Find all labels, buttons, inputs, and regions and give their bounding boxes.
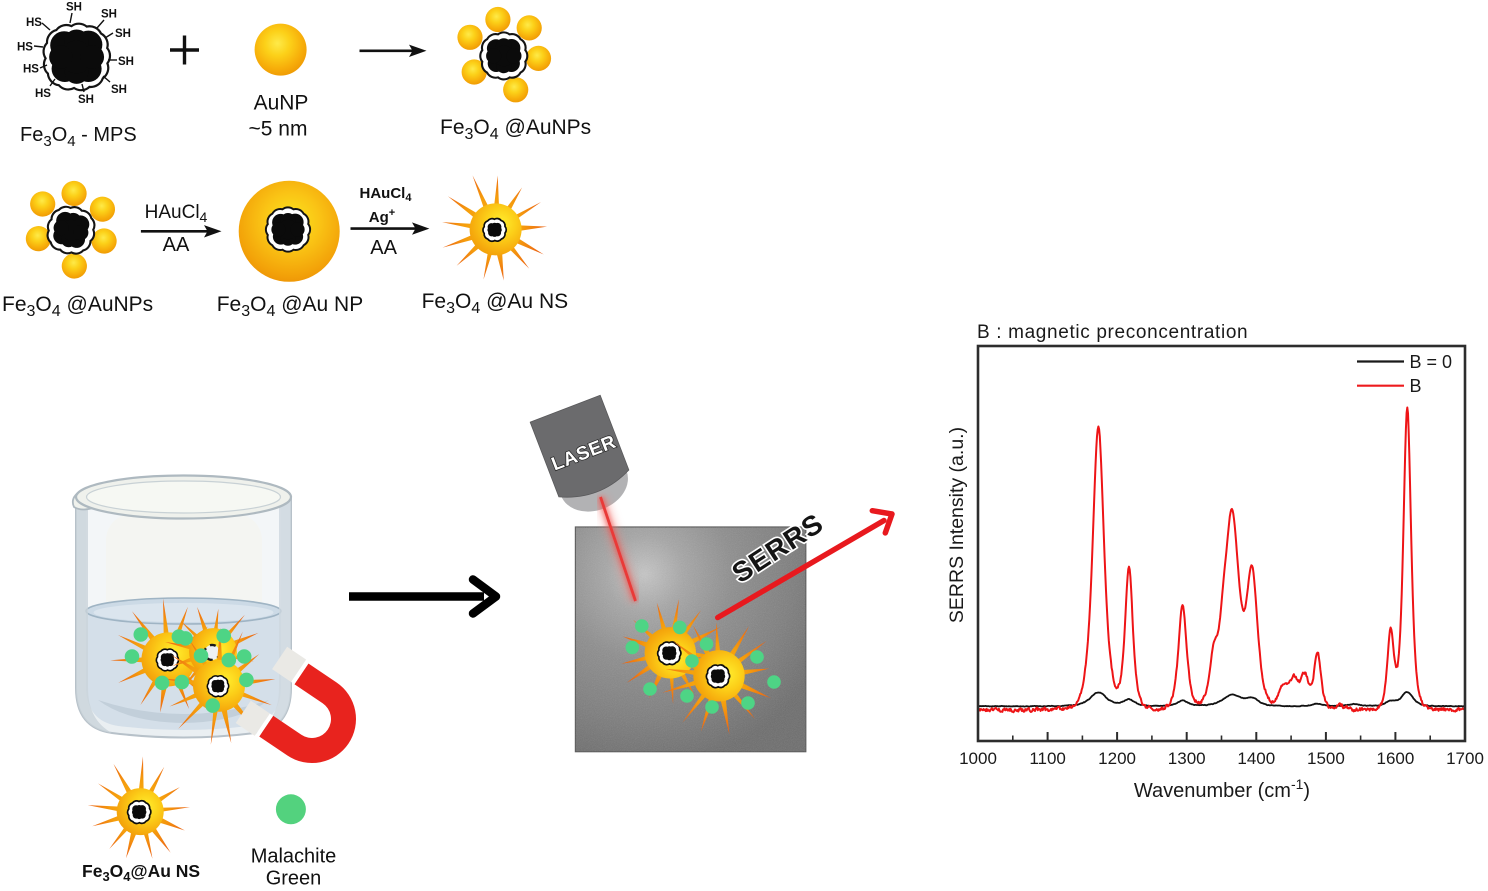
svg-text:SH: SH — [78, 94, 94, 106]
svg-text:B: B — [1410, 376, 1422, 396]
svg-text:AA: AA — [370, 237, 397, 259]
svg-text:Malachite: Malachite — [251, 846, 337, 868]
svg-text:1200: 1200 — [1098, 749, 1136, 768]
svg-text:HS: HS — [26, 17, 42, 29]
svg-text:1000: 1000 — [959, 749, 997, 768]
svg-text:1300: 1300 — [1168, 749, 1206, 768]
svg-text:SH: SH — [66, 2, 82, 14]
svg-text:Fe3O4@Au NS: Fe3O4@Au NS — [82, 861, 200, 884]
svg-text:HAuCl4: HAuCl4 — [145, 202, 208, 225]
svg-text:Ag+: Ag+ — [369, 207, 395, 226]
svg-text:Wavenumber (cm-1): Wavenumber (cm-1) — [1134, 776, 1310, 802]
svg-text:B = 0: B = 0 — [1410, 352, 1453, 372]
svg-text:HS: HS — [23, 64, 39, 76]
svg-text:1400: 1400 — [1237, 749, 1275, 768]
svg-text:AuNP: AuNP — [254, 92, 309, 115]
svg-text:Fe3O4 @AuNPs: Fe3O4 @AuNPs — [440, 116, 591, 143]
svg-text:Fe3O4 - MPS: Fe3O4 - MPS — [20, 124, 137, 150]
svg-text:Fe3O4 @Au NS: Fe3O4 @Au NS — [422, 290, 569, 317]
svg-text:B : magnetic preconcentration: B : magnetic preconcentration — [977, 322, 1248, 343]
svg-text:HAuCl4: HAuCl4 — [360, 185, 413, 204]
svg-text:SH: SH — [115, 28, 131, 40]
svg-text:SERRS Intensity (a.u.): SERRS Intensity (a.u.) — [946, 427, 968, 623]
svg-text:HS: HS — [35, 88, 51, 100]
svg-text:1100: 1100 — [1029, 749, 1066, 768]
svg-text:SH: SH — [101, 9, 117, 21]
svg-text:SH: SH — [111, 84, 127, 96]
svg-text:~5 nm: ~5 nm — [249, 118, 308, 141]
svg-text:AA: AA — [163, 234, 190, 256]
svg-text:1700: 1700 — [1446, 749, 1484, 768]
svg-text:HS: HS — [17, 42, 33, 54]
svg-text:SH: SH — [118, 56, 134, 68]
svg-text:Fe3O4 @Au NP: Fe3O4 @Au NP — [217, 293, 364, 320]
svg-text:1600: 1600 — [1376, 749, 1414, 768]
svg-text:Fe3O4 @AuNPs: Fe3O4 @AuNPs — [2, 293, 153, 320]
svg-text:Green: Green — [266, 868, 322, 887]
svg-text:1500: 1500 — [1307, 749, 1345, 768]
